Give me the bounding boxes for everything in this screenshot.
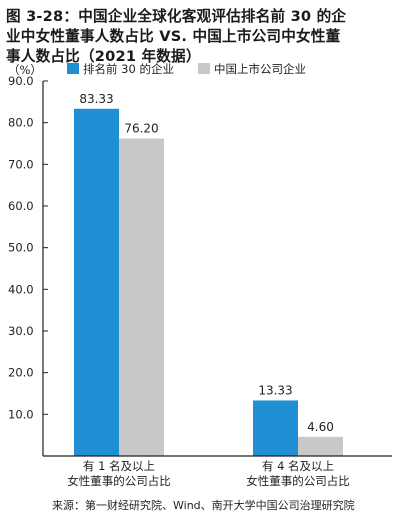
x-category-label: 有 1 名及以上 (83, 459, 155, 473)
chart-title-line-2: 业中女性董事人数占比 VS. 中国上市公司中女性董 (6, 28, 341, 45)
y-tick-label: 30.0 (8, 324, 34, 338)
legend-label-1: 排名前 30 的企业 (83, 62, 174, 76)
bar-1-2 (253, 400, 298, 456)
data-label: 4.60 (307, 420, 334, 434)
data-label: 76.20 (124, 122, 158, 136)
source-note: 来源：第一财经研究院、Wind、南开大学中国公司治理研究院 (52, 499, 355, 512)
data-label: 83.33 (79, 92, 113, 106)
y-tick-label: 40.0 (8, 282, 34, 296)
chart-title-line-3: 事人数占比（2021 年数据） (6, 48, 201, 65)
y-tick-label: 50.0 (8, 241, 34, 255)
bar-2-1 (119, 138, 164, 456)
x-category-label: 有 4 名及以上 (262, 459, 334, 473)
chart-title-line-1: 图 3-28：中国企业全球化客观评估排名前 30 的企 (6, 8, 347, 25)
bars: 83.33 76.20 13.33 4.60 (74, 92, 343, 457)
legend-label-2: 中国上市公司企业 (214, 62, 306, 76)
y-tick-label: 70.0 (8, 157, 34, 171)
legend-swatch-1 (67, 63, 79, 74)
y-tick-label: 60.0 (8, 199, 34, 213)
y-tick-label: 20.0 (8, 366, 34, 380)
x-category-label: 女性董事的公司占比 (246, 474, 350, 488)
y-tick-label: 10.0 (8, 407, 34, 421)
bar-1-1 (74, 108, 119, 457)
legend: 排名前 30 的企业 中国上市公司企业 (67, 62, 306, 76)
x-category-label: 女性董事的公司占比 (67, 474, 171, 488)
y-axis-unit-label: （%） (8, 63, 42, 77)
bar-2-2 (298, 436, 343, 456)
y-tick-label: 80.0 (8, 116, 34, 130)
data-label: 13.33 (258, 383, 292, 397)
y-axis: 10.0 20.0 30.0 40.0 50.0 60.0 70.0 80.0 90.0 (8, 74, 48, 456)
y-tick-label: 90.0 (8, 74, 34, 88)
legend-swatch-2 (198, 63, 210, 74)
